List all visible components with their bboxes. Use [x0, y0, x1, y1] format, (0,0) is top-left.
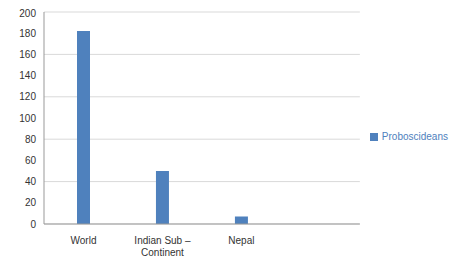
- svg-text:200: 200: [19, 8, 36, 19]
- svg-text:140: 140: [19, 70, 36, 81]
- svg-text:100: 100: [19, 113, 36, 124]
- svg-text:60: 60: [25, 155, 37, 166]
- svg-text:20: 20: [25, 197, 37, 208]
- svg-text:Indian Sub –Continent: Indian Sub –Continent: [134, 235, 191, 258]
- svg-text:160: 160: [19, 49, 36, 60]
- svg-text:40: 40: [25, 176, 37, 187]
- svg-text:0: 0: [30, 219, 36, 230]
- svg-text:Nepal: Nepal: [228, 235, 254, 246]
- svg-text:180: 180: [19, 28, 36, 39]
- html-text:Proboscideans: Proboscideans: [381, 130, 448, 142]
- svg-text:World: World: [71, 235, 97, 246]
- svg-text:80: 80: [25, 134, 37, 145]
- svg-text:120: 120: [19, 91, 36, 102]
